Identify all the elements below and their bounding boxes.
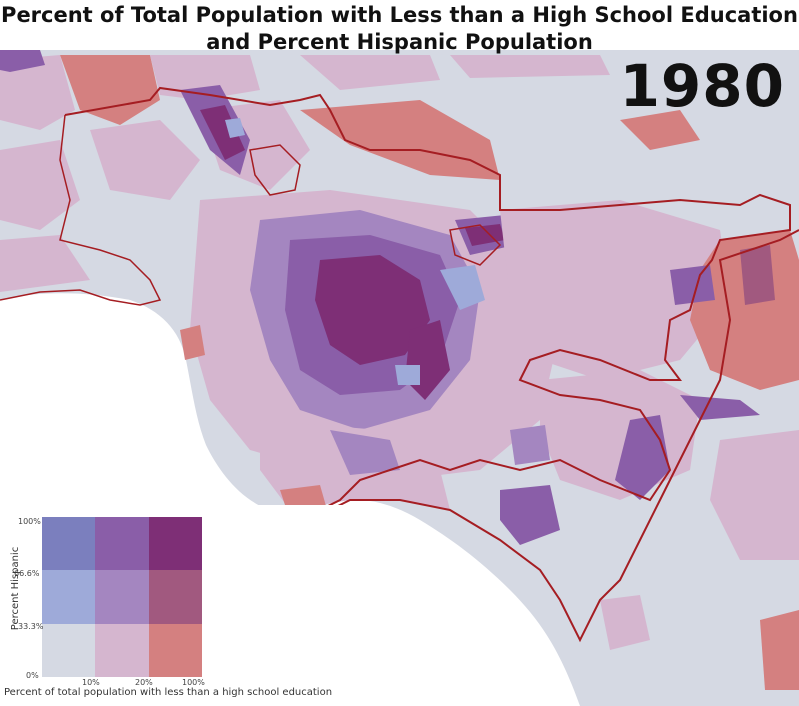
city-boundary-north	[0, 114, 162, 306]
region-patch	[440, 265, 485, 310]
legend-cell	[95, 623, 149, 677]
legend-cell	[42, 623, 96, 677]
region-patch	[670, 265, 715, 305]
region-patch	[225, 118, 245, 138]
region-patch	[300, 55, 440, 90]
legend-x-tick: 100%	[182, 678, 205, 687]
legend-x-tick: 20%	[135, 678, 153, 687]
bivariate-legend: 100% 66.6% 33.3% 0% 10% 20% 100% Percent…	[0, 505, 360, 706]
year-label: 1980	[619, 52, 785, 120]
region-patch	[680, 395, 760, 420]
legend-y-tick: 66.6%	[14, 569, 40, 578]
map-title-line1: Percent of Total Population with Less th…	[1, 3, 798, 27]
region-patch	[500, 485, 560, 545]
legend-cell	[95, 517, 149, 571]
region-patch	[500, 200, 730, 380]
map-title-line2: and Percent Hispanic Population	[206, 30, 593, 54]
region-patch	[450, 55, 610, 78]
city-boundary	[64, 86, 799, 643]
legend-cell	[148, 570, 202, 624]
region-patch	[60, 55, 160, 125]
region-patch	[740, 245, 775, 305]
region-patch	[150, 55, 260, 100]
legend-cell	[148, 623, 202, 677]
region-patch	[200, 105, 245, 160]
legend-cell	[42, 517, 96, 571]
region-patch	[90, 120, 200, 200]
legend-x-tick: 10%	[82, 678, 100, 687]
region-patch	[710, 430, 799, 560]
legend-y-tick: 33.3%	[18, 622, 44, 631]
region-patch	[315, 255, 430, 365]
inner-boundary	[449, 224, 502, 266]
legend-grid	[42, 517, 202, 677]
legend-x-axis-label: Percent of total population with less th…	[4, 687, 333, 698]
region-patch	[0, 235, 90, 292]
region-patch	[395, 365, 420, 385]
region-patch	[300, 100, 500, 180]
region-patch	[600, 595, 650, 650]
region-patch	[180, 325, 205, 360]
legend-y-tick: 0%	[26, 671, 39, 680]
legend-cell	[42, 570, 96, 624]
legend-y-tick: 100%	[18, 517, 41, 526]
region-patch	[615, 415, 670, 500]
region-patch	[620, 110, 700, 150]
legend-cell	[95, 570, 149, 624]
region-patch	[0, 55, 75, 130]
map-title: Percent of Total Population with Less th…	[0, 2, 799, 56]
region-patch	[0, 50, 45, 72]
region-patch	[760, 610, 799, 690]
region-patch	[510, 425, 550, 465]
region-patch	[330, 430, 400, 475]
inner-boundary	[249, 144, 301, 196]
legend-y-axis-label: Percent Hispanic	[10, 546, 22, 631]
legend-cell	[148, 517, 202, 571]
